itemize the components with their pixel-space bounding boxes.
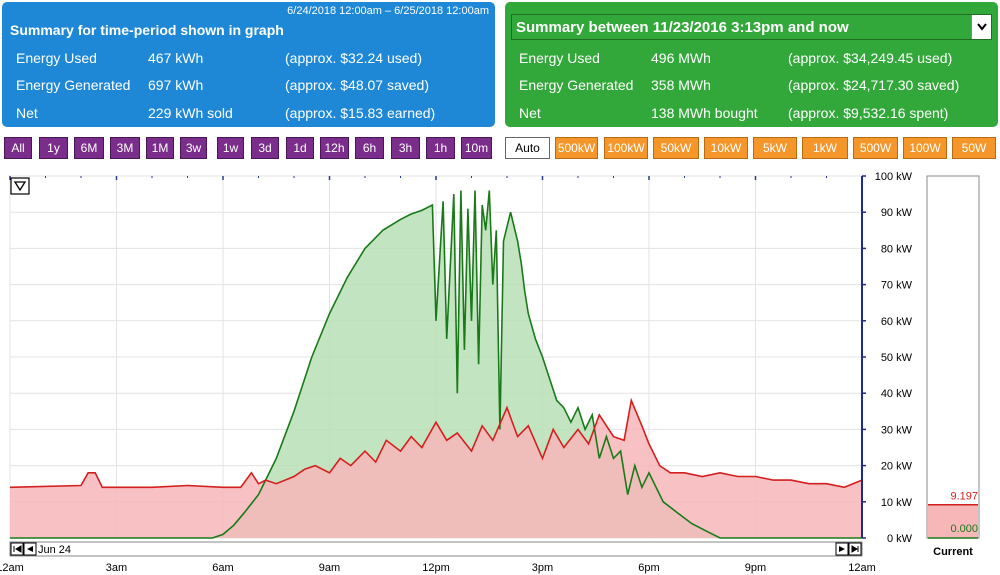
y-tick-label: 30 kW <box>881 424 913 436</box>
total-row-net: Net 138 MWh bought (approx. $9,532.16 sp… <box>505 105 998 125</box>
y-tick-label: 20 kW <box>881 461 913 473</box>
row-value: 138 MWh bought <box>651 105 758 121</box>
usage-line <box>9 397 863 489</box>
row-note: (approx. $9,532.16 spent) <box>788 105 949 121</box>
total-row-used: Energy Used 496 MWh (approx. $34,249.45 … <box>505 50 998 70</box>
row-value: 358 MWh <box>651 77 711 93</box>
scale-button-50kw[interactable]: 50kW <box>653 137 699 159</box>
range-button-1m[interactable]: 1M <box>146 137 174 159</box>
row-value: 697 kWh <box>148 77 204 93</box>
current-generation-value: 0.000 <box>950 523 978 535</box>
usage-area <box>10 400 862 538</box>
step-back-icon[interactable] <box>23 542 37 556</box>
row-label: Energy Generated <box>16 77 131 93</box>
generation-area <box>10 190 862 538</box>
x-tick-label: 6pm <box>638 562 659 574</box>
period-range-label: 6/24/2018 12:00am – 6/25/2018 12:00am <box>287 5 489 17</box>
range-button-6h[interactable]: 6h <box>355 137 384 159</box>
range-button-1w[interactable]: 1w <box>217 137 244 159</box>
y-tick-label: 80 kW <box>881 243 913 255</box>
step-forward-icon[interactable] <box>835 542 849 556</box>
collapse-toggle-icon[interactable] <box>10 177 30 195</box>
row-note: (approx. $34,249.45 used) <box>788 50 953 66</box>
scale-button-auto[interactable]: Auto <box>505 137 550 159</box>
scale-button-1kw[interactable]: 1kW <box>802 137 848 159</box>
y-tick-label: 70 kW <box>881 280 913 292</box>
x-tick-label: 12am <box>0 562 24 574</box>
scale-button-5kw[interactable]: 5kW <box>753 137 797 159</box>
current-usage-bar <box>928 504 978 538</box>
range-button-3w[interactable]: 3w <box>180 137 207 159</box>
scale-button-10kw[interactable]: 10kW <box>704 137 748 159</box>
period-row-generated: Energy Generated 697 kWh (approx. $48.07… <box>2 77 495 97</box>
time-navigator[interactable]: Jun 24 <box>9 541 863 557</box>
x-tick-label: 9am <box>319 562 340 574</box>
current-panel <box>926 175 980 539</box>
y-tick-label: 60 kW <box>881 316 913 328</box>
summary-range-select[interactable]: Summary between 11/23/2016 3:13pm and no… <box>511 14 992 40</box>
range-button-1d[interactable]: 1d <box>286 137 314 159</box>
row-note: (approx. $15.83 earned) <box>285 105 436 121</box>
row-value: 229 kWh sold <box>148 105 233 121</box>
total-summary-panel: Summary between 11/23/2016 3:13pm and no… <box>505 2 998 127</box>
skip-end-icon[interactable] <box>848 542 862 556</box>
row-label: Net <box>16 105 38 121</box>
range-button-all[interactable]: All <box>4 137 32 159</box>
row-note: (approx. $48.07 saved) <box>285 77 429 93</box>
y-tick-label: 50 kW <box>881 352 913 364</box>
range-button-10m[interactable]: 10m <box>461 137 492 159</box>
chart-series <box>9 190 863 539</box>
y-tick-label: 0 kW <box>887 533 913 545</box>
y-tick-label: 40 kW <box>881 388 913 400</box>
row-label: Net <box>519 105 541 121</box>
chevron-down-icon[interactable] <box>971 15 991 39</box>
x-tick-label: 3am <box>106 562 127 574</box>
scale-button-50w[interactable]: 50W <box>952 137 996 159</box>
range-button-3d[interactable]: 3d <box>251 137 279 159</box>
period-summary-panel: 6/24/2018 12:00am – 6/25/2018 12:00am Su… <box>2 2 495 127</box>
x-axis: 12am 3am 6am 9am 12pm 3pm 6pm 9pm 12am <box>0 562 876 574</box>
current-bars: 9.197 0.000 <box>928 491 978 539</box>
scale-button-500w[interactable]: 500W <box>853 137 898 159</box>
range-button-1y[interactable]: 1y <box>39 137 68 159</box>
row-value: 496 MWh <box>651 50 711 66</box>
range-button-3h[interactable]: 3h <box>391 137 420 159</box>
period-summary-title: Summary for time-period shown in graph <box>10 22 284 38</box>
row-note: (approx. $24,717.30 saved) <box>788 77 960 93</box>
range-button-3m[interactable]: 3M <box>110 137 140 159</box>
skip-start-icon[interactable] <box>10 542 24 556</box>
scale-button-100kw[interactable]: 100kW <box>604 137 648 159</box>
range-button-12h[interactable]: 12h <box>320 137 349 159</box>
current-usage-value: 9.197 <box>950 491 978 503</box>
date-label: Jun 24 <box>38 544 71 556</box>
scale-button-100w[interactable]: 100W <box>903 137 947 159</box>
total-summary-title: Summary between 11/23/2016 3:13pm and no… <box>516 19 849 36</box>
generation-line <box>10 190 862 539</box>
row-label: Energy Used <box>519 50 600 66</box>
x-tick-label: 3pm <box>532 562 553 574</box>
range-button-6m[interactable]: 6M <box>74 137 104 159</box>
row-label: Energy Used <box>16 50 97 66</box>
power-chart[interactable]: 0 kW 10 kW 20 kW 30 kW 40 kW 50 kW 60 kW 70 kW 8… <box>0 168 1000 575</box>
x-tick-label: 12am <box>848 562 876 574</box>
x-tick-label: 9pm <box>745 562 766 574</box>
y-tick-label: 90 kW <box>881 207 913 219</box>
y-axis: 0 kW 10 kW 20 kW 30 kW 40 kW 50 kW 60 kW 70 kW 8… <box>861 171 931 545</box>
top-tick-marks <box>9 176 863 180</box>
scale-button-500kw[interactable]: 500kW <box>555 137 598 159</box>
row-note: (approx. $32.24 used) <box>285 50 422 66</box>
period-row-used: Energy Used 467 kWh (approx. $32.24 used… <box>2 50 495 70</box>
row-value: 467 kWh <box>148 50 204 66</box>
x-tick-label: 12pm <box>422 562 450 574</box>
row-label: Energy Generated <box>519 77 634 93</box>
current-label: Current <box>933 546 973 558</box>
x-tick-label: 6am <box>212 562 233 574</box>
range-button-1h[interactable]: 1h <box>426 137 455 159</box>
y-tick-label: 100 kW <box>875 171 913 183</box>
total-row-generated: Energy Generated 358 MWh (approx. $24,71… <box>505 77 998 97</box>
period-row-net: Net 229 kWh sold (approx. $15.83 earned) <box>2 105 495 125</box>
y-tick-label: 10 kW <box>881 497 913 509</box>
